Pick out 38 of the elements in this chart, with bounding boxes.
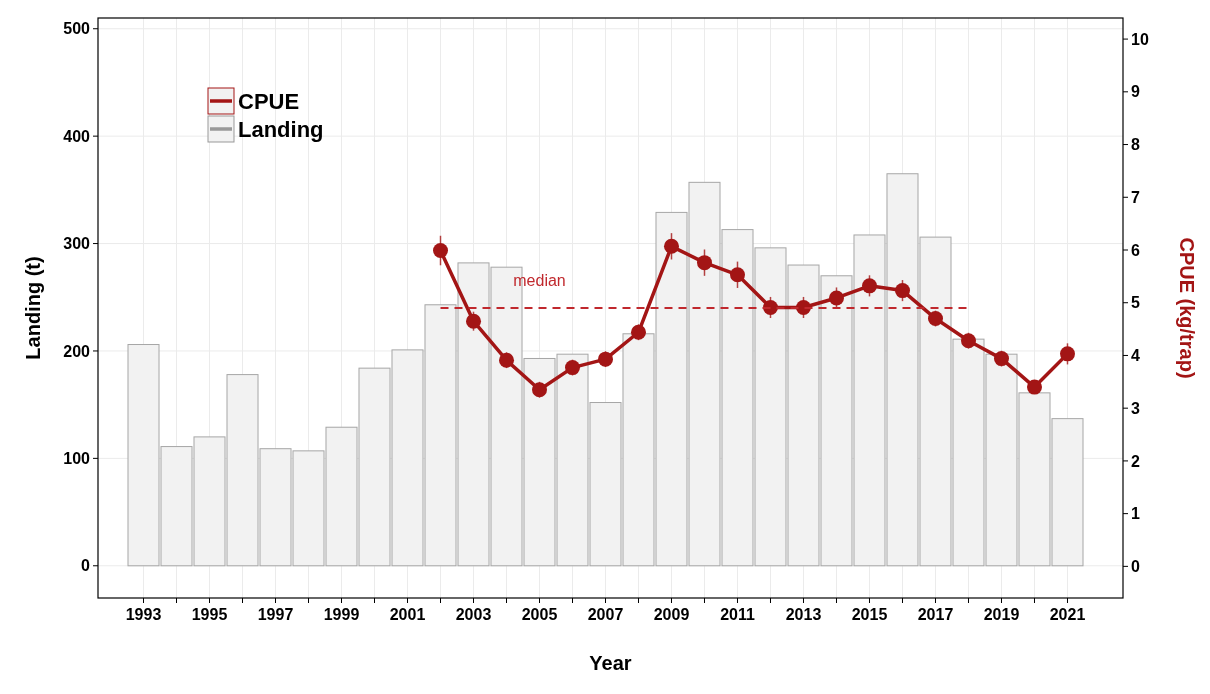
x-tick-label: 1995: [191, 606, 228, 623]
legend-label: CPUE: [238, 88, 300, 114]
x-tick-label: 2011: [720, 606, 755, 623]
x-tick-label: 2013: [785, 606, 822, 623]
x-tick-label: 1999: [323, 606, 360, 623]
y2-tick-label: 9: [1131, 83, 1140, 101]
x-tick-label: 2009: [653, 606, 690, 623]
y2-tick-label: 10: [1131, 30, 1149, 48]
y-tick-label: 400: [63, 127, 91, 145]
y2-tick-label: 1: [1131, 505, 1140, 523]
legend-label: Landing: [238, 116, 324, 142]
x-tick-label: 2003: [455, 606, 492, 623]
x-tick-label: 2005: [521, 606, 558, 623]
y-tick-label: 0: [81, 557, 91, 575]
x-tick-label: 2015: [851, 606, 888, 623]
y-tick-label: 500: [63, 20, 91, 38]
x-tick-label: 2021: [1049, 606, 1086, 623]
y2-tick-label: 8: [1131, 136, 1140, 154]
series-label: median: [513, 272, 566, 289]
y2-tick-label: 6: [1131, 241, 1140, 259]
y2-tick-label: 3: [1131, 399, 1140, 417]
y-tick-label: 300: [63, 235, 91, 253]
y2-tick-label: 0: [1131, 557, 1140, 575]
x-tick-label: 2019: [983, 606, 1020, 623]
y2-tick-label: 2: [1131, 452, 1140, 470]
x-tick-label: 2017: [917, 606, 954, 623]
x-tick-label: 1997: [257, 606, 294, 623]
y2-tick-label: 7: [1131, 188, 1140, 206]
y-tick-label: 200: [63, 342, 91, 360]
x-tick-label: 2001: [389, 606, 426, 623]
y-axis-title: Landing (t): [22, 256, 44, 360]
y2-axis-title: CPUE (kg/trap): [1176, 237, 1198, 379]
y2-tick-label: 5: [1131, 294, 1140, 312]
x-tick-label: 1993: [125, 606, 162, 623]
x-tick-label: 2007: [587, 606, 624, 623]
y-tick-label: 100: [63, 449, 91, 467]
y2-tick-label: 4: [1131, 347, 1140, 365]
x-axis-title: Year: [589, 652, 632, 674]
